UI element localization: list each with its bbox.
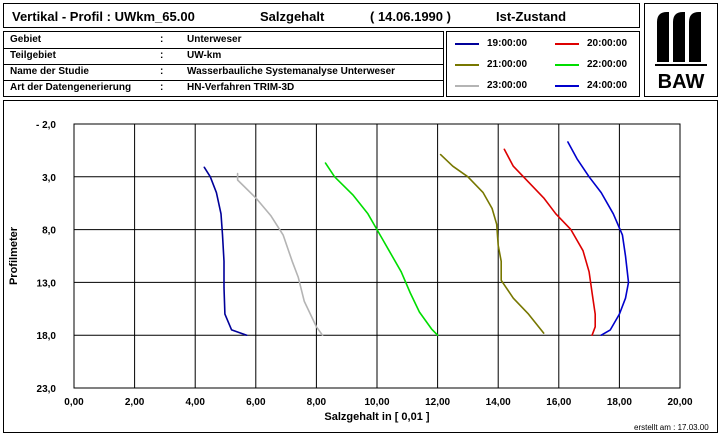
series-line-240000 — [567, 141, 630, 336]
info-value: Unterweser — [187, 34, 242, 45]
y-axis-label: Profilmeter — [8, 226, 20, 285]
info-value: Wasserbauliche Systemanalyse Unterweser — [187, 66, 396, 77]
legend-swatch — [555, 85, 579, 87]
legend-swatch — [455, 43, 479, 45]
y-tick-label: 23,0 — [37, 384, 57, 395]
y-tick-label: 18,0 — [37, 331, 57, 342]
x-tick-label: 0,00 — [64, 397, 84, 408]
tick-labels: 0,00 2,00 4,00 6,00 8,00 10,00 12,00 14,00 16,00… — [36, 120, 693, 408]
legend-swatch — [455, 85, 479, 87]
grid — [73, 123, 681, 389]
x-tick-label: 8,00 — [307, 397, 327, 408]
chart-legend: 19:00:00 20:00:00 21:00:00 22:00:00 23:0… — [446, 31, 640, 97]
y-tick-label: 13,0 — [37, 278, 57, 289]
legend-label: 20:00:00 — [587, 38, 628, 49]
legend-label: 19:00:00 — [487, 38, 528, 49]
series-line-230000 — [236, 172, 324, 336]
info-key: Teilgebiet — [10, 50, 56, 61]
info-key: Gebiet — [10, 34, 42, 45]
series-group — [203, 141, 630, 336]
x-tick-label: 18,00 — [607, 397, 632, 408]
info-value: UW-km — [187, 50, 222, 61]
info-row-method: Art der Datengenerierung : HN-Verfahren … — [4, 80, 443, 96]
logo-text: BAW — [658, 71, 705, 93]
info-key: Name der Studie — [10, 66, 89, 77]
legend-swatch — [455, 64, 479, 66]
x-tick-label: 4,00 — [185, 397, 205, 408]
info-value: HN-Verfahren TRIM-3D — [187, 82, 295, 93]
series-line-200000 — [503, 148, 597, 336]
y-tick-label: 8,0 — [42, 226, 56, 237]
info-separator: : — [160, 66, 164, 77]
info-row-area: Gebiet : Unterweser — [4, 32, 443, 49]
x-tick-label: 16,00 — [546, 397, 571, 408]
date-label: ( 14.06.1990 ) — [370, 9, 451, 24]
baw-logo: BAW — [644, 3, 718, 97]
legend-swatch — [555, 64, 579, 66]
profile-title: Vertikal - Profil : UWkm_65.00 — [12, 9, 195, 24]
x-tick-label: 2,00 — [125, 397, 145, 408]
info-separator: : — [160, 50, 164, 61]
x-tick-label: 20,00 — [667, 397, 692, 408]
x-axis-label: Salzgehalt in [ 0,01 ] — [324, 411, 429, 423]
chart-frame: 0,00 2,00 4,00 6,00 8,00 10,00 12,00 14,00 16,00… — [3, 100, 718, 433]
legend-label: 23:00:00 — [487, 80, 528, 91]
title-bar: Vertikal - Profil : UWkm_65.00 Salzgehal… — [3, 3, 640, 28]
info-row-study: Name der Studie : Wasserbauliche Systema… — [4, 64, 443, 81]
y-tick-label: - 2,0 — [36, 120, 56, 131]
x-tick-label: 10,00 — [364, 397, 389, 408]
legend-label: 24:00:00 — [587, 80, 628, 91]
x-tick-label: 6,00 — [246, 397, 266, 408]
salinity-profile-chart: 0,00 2,00 4,00 6,00 8,00 10,00 12,00 14,00 16,00… — [8, 120, 693, 423]
parameter-label: Salzgehalt — [260, 9, 325, 24]
study-info-table: Gebiet : Unterweser Teilgebiet : UW-km N… — [3, 31, 444, 97]
legend-label: 22:00:00 — [587, 59, 628, 70]
info-row-subarea: Teilgebiet : UW-km — [4, 48, 443, 65]
series-line-190000 — [203, 166, 248, 336]
info-separator: : — [160, 82, 164, 93]
series-line-220000 — [324, 162, 439, 336]
legend-label: 21:00:00 — [487, 59, 528, 70]
created-date: erstellt am : 17.03.00 — [634, 423, 709, 432]
info-separator: : — [160, 34, 164, 45]
y-tick-label: 3,0 — [42, 173, 56, 184]
series-line-210000 — [439, 153, 545, 334]
legend-swatch — [555, 43, 579, 45]
x-tick-label: 12,00 — [425, 397, 450, 408]
plot-area — [73, 123, 681, 389]
x-tick-label: 14,00 — [486, 397, 511, 408]
state-label: Ist-Zustand — [496, 9, 567, 24]
info-key: Art der Datengenerierung — [10, 82, 132, 93]
baw-logo-icon: BAW — [653, 10, 709, 93]
